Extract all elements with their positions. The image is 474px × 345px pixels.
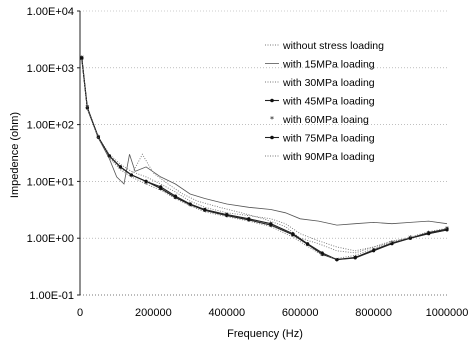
legend-item: with 30MPa loading [265, 77, 375, 89]
series-2 [81, 59, 448, 226]
legend-label: with 90MPa loading [282, 151, 375, 163]
data-point [85, 106, 89, 110]
series-line [81, 59, 448, 226]
series-7 [81, 59, 448, 259]
series-group: ************************ [80, 54, 449, 266]
x-tick-label: 200000 [135, 307, 172, 319]
x-tick-label: 1000000 [426, 307, 469, 319]
legend-label: with 75MPa loading [282, 133, 375, 145]
series-line [81, 59, 448, 259]
data-point [144, 179, 148, 183]
y-tick-label: 1.00E+01 [27, 176, 74, 188]
x-tick-label: 400000 [208, 307, 245, 319]
legend-item: with 75MPa loading [265, 133, 375, 145]
series-line [81, 57, 448, 252]
x-tick-label: 600000 [282, 307, 319, 319]
data-point: * [247, 217, 251, 226]
y-axis-title: Impedence (ohm) [9, 112, 21, 198]
series-line [81, 58, 448, 261]
x-tick-label: 0 [77, 307, 83, 319]
data-point [118, 165, 122, 169]
legend-item: without stress loading [265, 40, 384, 52]
data-point [80, 56, 84, 61]
data-point [408, 236, 412, 240]
axes [77, 10, 447, 296]
series-line [81, 57, 448, 261]
data-point [305, 242, 310, 246]
data-point [159, 186, 163, 191]
data-point [291, 233, 295, 237]
gridlines [80, 10, 447, 296]
x-tick-label: 800000 [355, 307, 392, 319]
x-axis-title: Frequency (Hz) [227, 328, 303, 340]
data-point [445, 227, 449, 231]
legend-item: * with 60MPa loaing [270, 114, 369, 126]
y-tick-label: 1.00E+02 [27, 120, 74, 132]
legend-label: with 30MPa loading [282, 77, 375, 89]
y-tick-label: 1.00E+00 [27, 233, 74, 245]
legend-label: with 45MPa loading [282, 96, 375, 108]
data-point: * [129, 173, 133, 182]
data-point [335, 257, 339, 262]
data-point [390, 241, 394, 245]
data-point [247, 218, 251, 222]
data-point [129, 173, 133, 177]
data-point: * [118, 164, 122, 173]
tick-labels: 1.00E-01 1.00E+00 1.00E+01 1.00E+02 1.00E+03… [27, 6, 469, 319]
series-6 [80, 56, 449, 262]
legend-item: with 45MPa loading [265, 96, 375, 108]
legend-marker [270, 98, 274, 103]
data-point [353, 255, 357, 259]
series-4 [80, 56, 449, 262]
data-point: * [269, 223, 273, 232]
y-tick-label: 1.00E+04 [27, 6, 74, 18]
data-point [269, 223, 273, 227]
legend-item: with 90MPa loading [265, 151, 375, 163]
y-tick-label: 1.00E-01 [29, 290, 74, 302]
data-point [320, 252, 324, 256]
series-5: ************************ [80, 54, 449, 266]
legend-item: with 15MPa loading [265, 59, 375, 71]
series-1 [81, 57, 448, 252]
data-point: * [335, 257, 339, 266]
legend-label: without stress loading [282, 40, 384, 52]
data-point: * [144, 180, 148, 189]
legend: without stress loading with 15MPa loading… [265, 40, 384, 163]
legend-marker [270, 135, 274, 140]
data-point [173, 195, 178, 200]
y-tick-label: 1.00E+03 [27, 63, 74, 75]
legend-label: with 15MPa loading [282, 59, 375, 71]
legend-marker: * [270, 115, 274, 124]
legend-label: with 60MPa loaing [282, 114, 369, 126]
